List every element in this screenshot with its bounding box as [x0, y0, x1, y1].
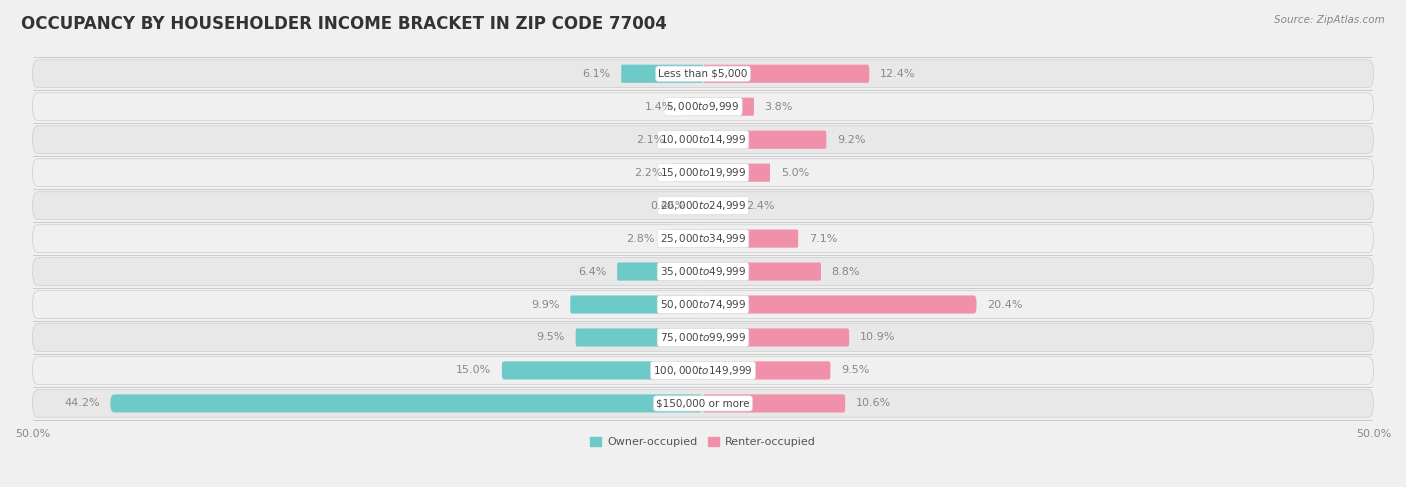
Text: 2.2%: 2.2% — [634, 168, 662, 178]
Text: 9.2%: 9.2% — [837, 135, 866, 145]
FancyBboxPatch shape — [32, 258, 1374, 285]
FancyBboxPatch shape — [617, 262, 703, 281]
Text: 0.46%: 0.46% — [651, 201, 686, 210]
Text: 12.4%: 12.4% — [880, 69, 915, 79]
Text: 9.5%: 9.5% — [537, 333, 565, 342]
Text: Source: ZipAtlas.com: Source: ZipAtlas.com — [1274, 15, 1385, 25]
FancyBboxPatch shape — [32, 356, 1374, 384]
FancyBboxPatch shape — [32, 159, 1374, 187]
Text: $5,000 to $9,999: $5,000 to $9,999 — [666, 100, 740, 113]
Text: 9.9%: 9.9% — [531, 300, 560, 310]
FancyBboxPatch shape — [703, 262, 821, 281]
FancyBboxPatch shape — [32, 324, 1374, 351]
Text: 6.1%: 6.1% — [582, 69, 610, 79]
FancyBboxPatch shape — [32, 60, 1374, 88]
FancyBboxPatch shape — [575, 328, 703, 347]
Text: 2.1%: 2.1% — [636, 135, 664, 145]
Text: $75,000 to $99,999: $75,000 to $99,999 — [659, 331, 747, 344]
Text: 20.4%: 20.4% — [987, 300, 1022, 310]
FancyBboxPatch shape — [703, 296, 977, 314]
Text: $35,000 to $49,999: $35,000 to $49,999 — [659, 265, 747, 278]
Text: $100,000 to $149,999: $100,000 to $149,999 — [654, 364, 752, 377]
Text: 15.0%: 15.0% — [456, 365, 491, 375]
FancyBboxPatch shape — [673, 164, 703, 182]
FancyBboxPatch shape — [665, 229, 703, 248]
FancyBboxPatch shape — [685, 97, 703, 116]
FancyBboxPatch shape — [32, 192, 1374, 220]
FancyBboxPatch shape — [703, 328, 849, 347]
Text: 44.2%: 44.2% — [65, 398, 100, 409]
Text: 1.4%: 1.4% — [645, 102, 673, 112]
Text: 10.9%: 10.9% — [860, 333, 896, 342]
FancyBboxPatch shape — [703, 229, 799, 248]
FancyBboxPatch shape — [703, 97, 754, 116]
FancyBboxPatch shape — [621, 65, 703, 83]
FancyBboxPatch shape — [32, 291, 1374, 318]
FancyBboxPatch shape — [703, 131, 827, 149]
FancyBboxPatch shape — [697, 197, 703, 215]
Text: $10,000 to $14,999: $10,000 to $14,999 — [659, 133, 747, 146]
Text: Less than $5,000: Less than $5,000 — [658, 69, 748, 79]
FancyBboxPatch shape — [502, 361, 703, 379]
Text: 5.0%: 5.0% — [780, 168, 808, 178]
FancyBboxPatch shape — [703, 197, 735, 215]
FancyBboxPatch shape — [111, 394, 703, 412]
FancyBboxPatch shape — [32, 390, 1374, 417]
FancyBboxPatch shape — [703, 164, 770, 182]
Legend: Owner-occupied, Renter-occupied: Owner-occupied, Renter-occupied — [591, 437, 815, 447]
Text: 2.4%: 2.4% — [747, 201, 775, 210]
Text: $15,000 to $19,999: $15,000 to $19,999 — [659, 166, 747, 179]
Text: 3.8%: 3.8% — [765, 102, 793, 112]
Text: $50,000 to $74,999: $50,000 to $74,999 — [659, 298, 747, 311]
Text: $150,000 or more: $150,000 or more — [657, 398, 749, 409]
FancyBboxPatch shape — [675, 131, 703, 149]
Text: 9.5%: 9.5% — [841, 365, 869, 375]
FancyBboxPatch shape — [703, 65, 869, 83]
FancyBboxPatch shape — [703, 361, 831, 379]
Text: 10.6%: 10.6% — [856, 398, 891, 409]
FancyBboxPatch shape — [703, 394, 845, 412]
Text: 2.8%: 2.8% — [626, 234, 655, 244]
Text: $25,000 to $34,999: $25,000 to $34,999 — [659, 232, 747, 245]
FancyBboxPatch shape — [571, 296, 703, 314]
Text: 8.8%: 8.8% — [832, 266, 860, 277]
Text: 7.1%: 7.1% — [808, 234, 838, 244]
Text: $20,000 to $24,999: $20,000 to $24,999 — [659, 199, 747, 212]
FancyBboxPatch shape — [32, 126, 1374, 153]
Text: 6.4%: 6.4% — [578, 266, 606, 277]
FancyBboxPatch shape — [32, 225, 1374, 252]
Text: OCCUPANCY BY HOUSEHOLDER INCOME BRACKET IN ZIP CODE 77004: OCCUPANCY BY HOUSEHOLDER INCOME BRACKET … — [21, 15, 666, 33]
FancyBboxPatch shape — [32, 93, 1374, 121]
